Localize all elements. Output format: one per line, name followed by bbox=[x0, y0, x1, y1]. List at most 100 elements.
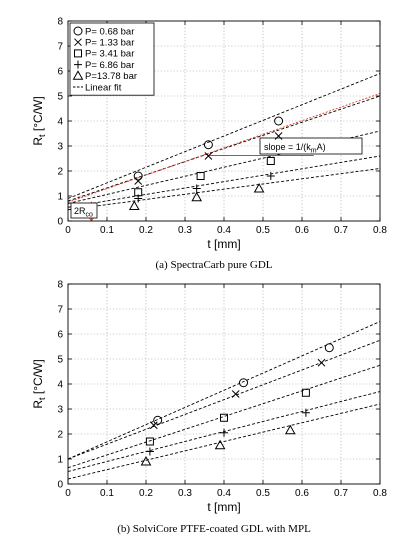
fit-line bbox=[68, 321, 380, 460]
x-tick-label: 0.4 bbox=[217, 488, 231, 499]
data-point bbox=[153, 415, 163, 425]
y-tick-label: 3 bbox=[57, 142, 63, 153]
x-tick-label: 0.1 bbox=[100, 225, 114, 236]
fit-line bbox=[68, 73, 380, 199]
y-tick-label: 8 bbox=[57, 17, 63, 28]
y-axis-label-unit: [°C/W] bbox=[31, 96, 45, 134]
y-tick-label: 5 bbox=[57, 355, 63, 366]
rco-label: 2Rco bbox=[74, 206, 93, 219]
x-tick-label: 0.1 bbox=[100, 488, 114, 499]
series-markers bbox=[145, 388, 310, 446]
y-axis-label: Rt [°C/W] bbox=[31, 96, 47, 145]
y-tick-label: 6 bbox=[57, 330, 63, 341]
x-tick-label: 0.6 bbox=[295, 488, 309, 499]
x-axis-label: t [mm] bbox=[207, 237, 240, 251]
legend-label: P= 3.41 bar bbox=[85, 49, 134, 60]
data-point bbox=[266, 172, 275, 180]
x-tick-label: 0.4 bbox=[217, 225, 231, 236]
y-tick-label: 0 bbox=[57, 480, 63, 491]
data-point bbox=[145, 447, 154, 456]
figure-caption: (a) SpectraCarb pure GDL bbox=[156, 259, 273, 271]
legend-label: P= 0.68 bar bbox=[85, 26, 134, 37]
x-axis-label: t [mm] bbox=[207, 500, 240, 514]
legend-label: P= 1.33 bar bbox=[85, 38, 134, 49]
x-tick-label: 0.8 bbox=[373, 225, 387, 236]
series-markers bbox=[134, 172, 275, 203]
y-tick-label: 2 bbox=[57, 167, 63, 178]
series-markers bbox=[140, 424, 296, 466]
data-point bbox=[317, 358, 326, 367]
data-point bbox=[133, 171, 143, 181]
x-tick-label: 0.8 bbox=[373, 488, 387, 499]
y-axis-label-unit: [°C/W] bbox=[31, 359, 45, 397]
x-tick-label: 0.2 bbox=[139, 488, 153, 499]
data-point bbox=[274, 132, 283, 140]
series-markers bbox=[145, 408, 310, 456]
slope-label-box bbox=[259, 137, 363, 155]
y-tick-label: 1 bbox=[57, 455, 63, 466]
fit-line bbox=[68, 339, 380, 460]
y-tick-label: 6 bbox=[57, 67, 63, 78]
y-axis-label-main: R bbox=[31, 400, 45, 409]
rco-label-sub: co bbox=[86, 212, 94, 219]
x-tick-label: 0.7 bbox=[334, 488, 348, 499]
y-tick-label: 4 bbox=[57, 117, 63, 128]
series-markers bbox=[153, 343, 334, 425]
legend-label: P= 6.86 bar bbox=[85, 60, 134, 71]
slope-label-main: slope = 1/(k bbox=[264, 142, 311, 152]
data-point bbox=[266, 157, 275, 165]
x-tick-label: 0.3 bbox=[178, 488, 192, 499]
data-point bbox=[204, 152, 213, 160]
legend-marker bbox=[74, 60, 82, 69]
data-point bbox=[231, 390, 240, 398]
figure-caption: (b) SolviCore PTFE-coated GDL with MPL bbox=[117, 523, 311, 535]
rco-label-main: 2R bbox=[74, 206, 86, 216]
red-fit-line bbox=[68, 93, 380, 203]
data-point bbox=[220, 428, 228, 437]
slope-label: slope = 1/(kmA) bbox=[264, 142, 326, 155]
legend-marker bbox=[72, 70, 84, 80]
x-tick-label: 0.5 bbox=[256, 225, 270, 236]
data-point bbox=[134, 194, 143, 203]
series-markers bbox=[128, 182, 265, 210]
x-tick-label: 0.7 bbox=[334, 225, 348, 236]
data-point bbox=[149, 421, 158, 430]
data-point bbox=[274, 116, 284, 126]
x-tick-label: 0.5 bbox=[256, 488, 270, 499]
series-markers bbox=[133, 116, 284, 181]
y-axis-label-main: R bbox=[31, 137, 45, 146]
legend-label: P=13.78 bar bbox=[85, 71, 137, 82]
series-markers bbox=[149, 358, 326, 430]
legend-box bbox=[69, 22, 155, 96]
chart-b: 0 0.1 0.2 0.3 0.4 0.5 0.6 0.7 0.8 0 1 2 3 4 5 6 7 8 t [mm]… bbox=[31, 280, 387, 536]
data-point bbox=[128, 200, 140, 210]
data-point bbox=[239, 378, 248, 388]
y-tick-label: 7 bbox=[57, 305, 63, 316]
legend-marker bbox=[74, 49, 82, 58]
y-tick-label: 4 bbox=[57, 380, 63, 391]
y-axis-label-sub: t bbox=[37, 397, 47, 400]
axes-frame bbox=[67, 283, 381, 485]
y-tick-label: 1 bbox=[57, 192, 63, 203]
x-tick-label: 0 bbox=[65, 488, 71, 499]
fit-line bbox=[68, 155, 380, 208]
data-point bbox=[301, 388, 310, 397]
x-tick-label: 0.3 bbox=[178, 225, 192, 236]
data-point bbox=[192, 184, 201, 193]
data-point bbox=[134, 177, 143, 185]
y-tick-label: 8 bbox=[57, 280, 63, 291]
data-point bbox=[140, 455, 152, 466]
series-markers bbox=[134, 132, 283, 185]
x-tick-label: 0.2 bbox=[139, 225, 153, 236]
x-tick-label: 0 bbox=[65, 225, 71, 236]
slope-label-sub: m bbox=[311, 148, 317, 155]
data-point bbox=[324, 343, 334, 353]
data-point bbox=[196, 172, 205, 180]
axes-frame bbox=[67, 20, 381, 222]
data-point bbox=[220, 413, 228, 422]
y-tick-label: 2 bbox=[57, 430, 63, 441]
x-tick-label: 0.6 bbox=[295, 225, 309, 236]
fit-line bbox=[68, 403, 380, 480]
